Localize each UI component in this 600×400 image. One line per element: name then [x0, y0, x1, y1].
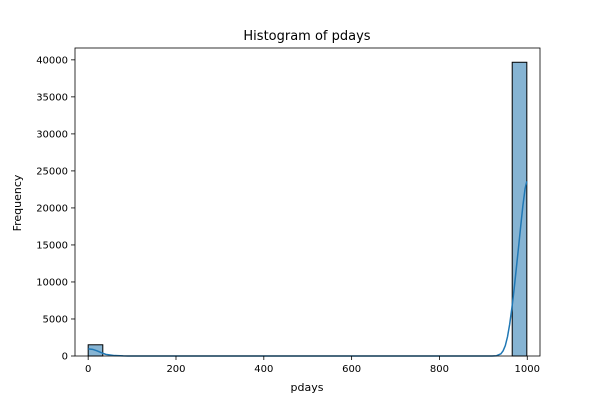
x-axis-label: pdays: [291, 381, 324, 394]
y-tick-label: 20000: [36, 203, 68, 214]
x-tick-label: 400: [254, 364, 273, 375]
y-tick-label: 5000: [43, 314, 68, 325]
y-tick-label: 25000: [36, 166, 68, 177]
y-tick-label: 0: [62, 352, 68, 363]
histogram-bar-2: [511, 61, 528, 357]
x-tick-label: 800: [430, 364, 449, 375]
y-tick-label: 30000: [36, 129, 68, 140]
x-tick-label: 0: [85, 364, 91, 375]
y-tick-label: 10000: [36, 277, 68, 288]
chart-title: Histogram of pdays: [243, 29, 370, 44]
x-tick-label: 600: [342, 364, 361, 375]
y-tick-label: 15000: [36, 240, 68, 251]
x-tick-label: 1000: [515, 364, 540, 375]
y-axis-label: Frequency: [11, 174, 24, 231]
y-tick-label: 40000: [36, 55, 68, 66]
plot-area: 0 200 400 600 800 100005000100001500020000250…: [36, 47, 541, 375]
axes-frame: [74, 47, 541, 357]
y-tick-label: 35000: [36, 92, 68, 103]
x-tick-label: 200: [166, 364, 185, 375]
